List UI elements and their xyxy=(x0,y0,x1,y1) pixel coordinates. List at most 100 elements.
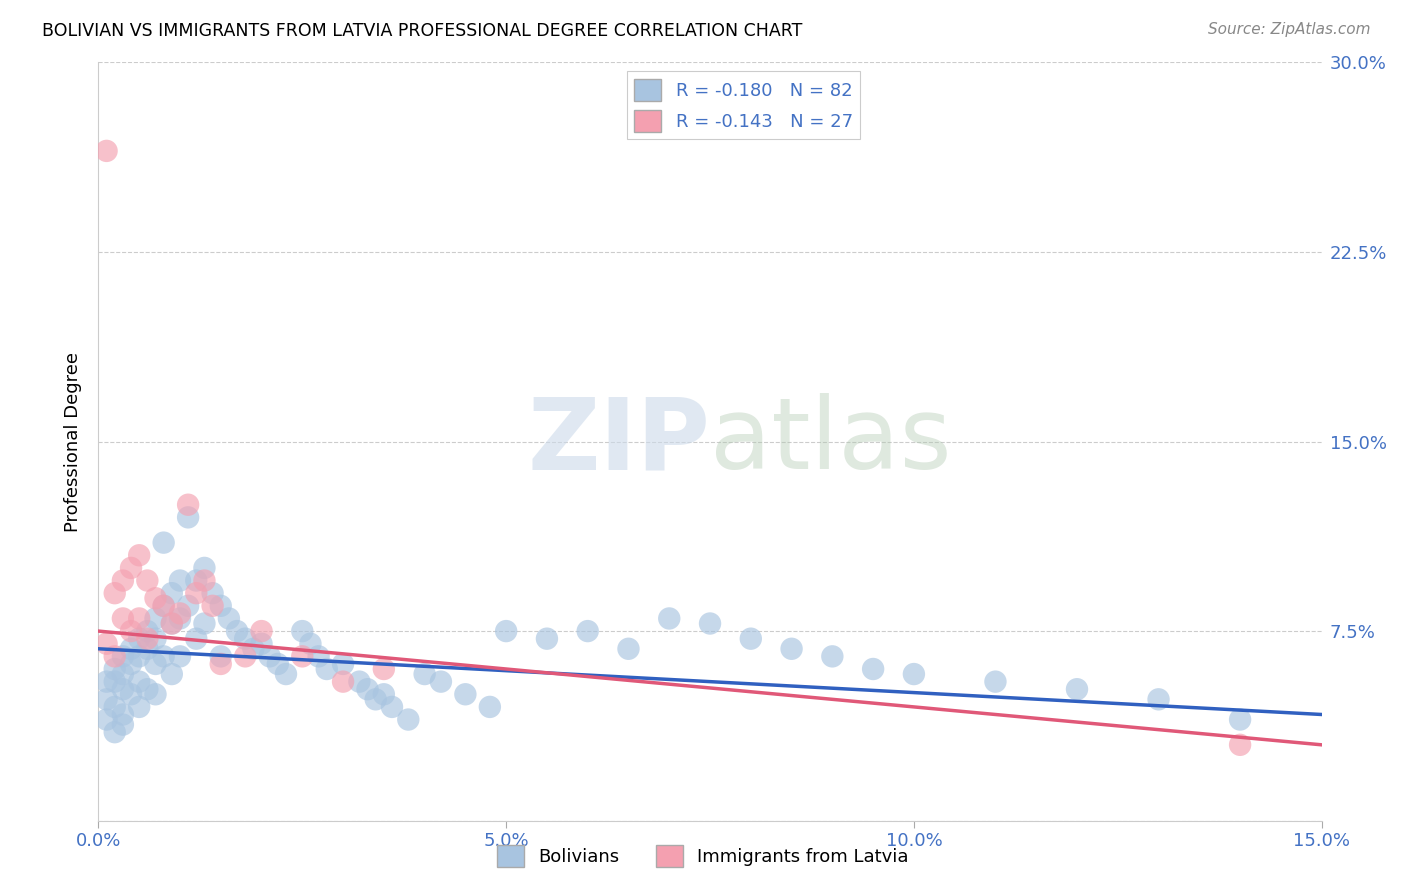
Point xyxy=(740,632,762,646)
Point xyxy=(152,535,174,549)
Point xyxy=(903,667,925,681)
Point xyxy=(104,674,127,689)
Point xyxy=(209,657,232,671)
Text: ZIP: ZIP xyxy=(527,393,710,490)
Point xyxy=(274,667,297,681)
Point xyxy=(177,599,200,613)
Point xyxy=(152,599,174,613)
Point xyxy=(430,674,453,689)
Point xyxy=(381,699,404,714)
Point xyxy=(104,725,127,739)
Point xyxy=(120,624,142,639)
Point xyxy=(111,707,134,722)
Legend: R = -0.180   N = 82, R = -0.143   N = 27: R = -0.180 N = 82, R = -0.143 N = 27 xyxy=(627,71,860,139)
Point xyxy=(242,641,264,656)
Point xyxy=(169,649,191,664)
Point xyxy=(250,637,273,651)
Point xyxy=(145,657,167,671)
Point xyxy=(658,611,681,625)
Point xyxy=(193,616,215,631)
Point xyxy=(186,586,208,600)
Point xyxy=(152,649,174,664)
Point xyxy=(111,649,134,664)
Point xyxy=(111,717,134,731)
Point xyxy=(96,692,118,706)
Point xyxy=(821,649,844,664)
Point xyxy=(315,662,337,676)
Point xyxy=(1147,692,1170,706)
Point xyxy=(209,599,232,613)
Point xyxy=(111,667,134,681)
Point xyxy=(145,687,167,701)
Point xyxy=(96,713,118,727)
Point xyxy=(1066,682,1088,697)
Point xyxy=(259,649,281,664)
Point xyxy=(250,624,273,639)
Point xyxy=(413,667,436,681)
Point xyxy=(233,632,256,646)
Point xyxy=(136,632,159,646)
Point xyxy=(169,574,191,588)
Point xyxy=(291,624,314,639)
Point xyxy=(267,657,290,671)
Point xyxy=(136,641,159,656)
Point xyxy=(308,649,330,664)
Point xyxy=(111,574,134,588)
Point xyxy=(536,632,558,646)
Point xyxy=(136,624,159,639)
Point xyxy=(356,682,378,697)
Point xyxy=(136,574,159,588)
Point xyxy=(186,632,208,646)
Point xyxy=(193,561,215,575)
Point xyxy=(145,632,167,646)
Point xyxy=(332,674,354,689)
Point xyxy=(96,637,118,651)
Point xyxy=(349,674,371,689)
Text: BOLIVIAN VS IMMIGRANTS FROM LATVIA PROFESSIONAL DEGREE CORRELATION CHART: BOLIVIAN VS IMMIGRANTS FROM LATVIA PROFE… xyxy=(42,22,803,40)
Point xyxy=(218,611,240,625)
Point xyxy=(160,616,183,631)
Point xyxy=(120,687,142,701)
Point xyxy=(193,574,215,588)
Point xyxy=(862,662,884,676)
Point xyxy=(169,611,191,625)
Point xyxy=(160,667,183,681)
Y-axis label: Professional Degree: Professional Degree xyxy=(65,351,83,532)
Point xyxy=(984,674,1007,689)
Point xyxy=(120,641,142,656)
Point xyxy=(617,641,640,656)
Point xyxy=(152,599,174,613)
Point xyxy=(128,649,150,664)
Point xyxy=(120,561,142,575)
Point xyxy=(576,624,599,639)
Point xyxy=(201,599,224,613)
Point xyxy=(145,591,167,606)
Point xyxy=(364,692,387,706)
Point xyxy=(396,713,419,727)
Point xyxy=(111,682,134,697)
Point xyxy=(104,699,127,714)
Point xyxy=(104,662,127,676)
Point xyxy=(177,510,200,524)
Point xyxy=(160,616,183,631)
Point xyxy=(128,699,150,714)
Point xyxy=(495,624,517,639)
Point xyxy=(104,649,127,664)
Point xyxy=(373,662,395,676)
Point xyxy=(299,637,322,651)
Point xyxy=(136,682,159,697)
Point xyxy=(454,687,477,701)
Point xyxy=(128,632,150,646)
Point xyxy=(145,611,167,625)
Point xyxy=(1229,713,1251,727)
Text: Source: ZipAtlas.com: Source: ZipAtlas.com xyxy=(1208,22,1371,37)
Point xyxy=(226,624,249,639)
Point xyxy=(186,574,208,588)
Point xyxy=(233,649,256,664)
Text: atlas: atlas xyxy=(710,393,952,490)
Point xyxy=(169,607,191,621)
Point xyxy=(373,687,395,701)
Point xyxy=(780,641,803,656)
Point xyxy=(160,586,183,600)
Point xyxy=(291,649,314,664)
